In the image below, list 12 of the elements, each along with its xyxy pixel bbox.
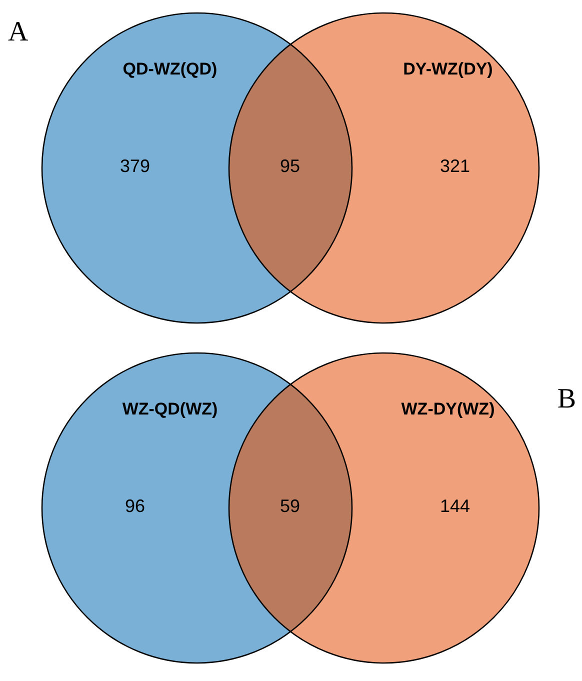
text: A — [8, 16, 29, 48]
category-label: DY-WZ(DY) — [403, 60, 493, 79]
category-label: WZ-QD(WZ) — [122, 400, 218, 419]
data-label: 144 — [440, 496, 470, 516]
data-label: 95 — [280, 156, 300, 176]
data-label: 59 — [280, 496, 300, 516]
text: B — [557, 383, 576, 414]
data-label: 379 — [120, 156, 150, 176]
category-label: WZ-DY(WZ) — [401, 400, 495, 419]
data-label: 96 — [124, 496, 146, 516]
data-label: 321 — [440, 156, 470, 176]
category-label: QD-WZ(QD) — [122, 60, 218, 79]
